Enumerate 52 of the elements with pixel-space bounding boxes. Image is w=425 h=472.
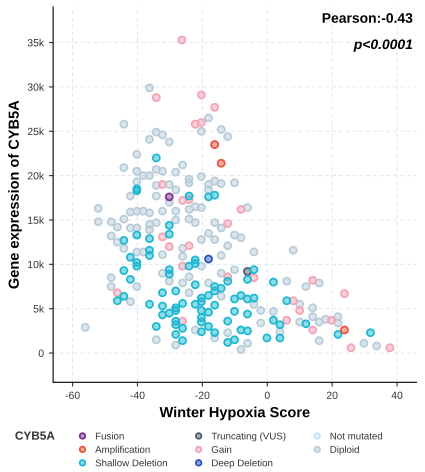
x-tick-label: -40	[130, 392, 145, 399]
y-tick-label: 10k	[28, 260, 44, 268]
legend-label: Diploid	[330, 446, 359, 455]
point	[164, 242, 174, 252]
point	[152, 93, 161, 102]
point	[308, 326, 318, 334]
y-tick-label: 35k	[28, 38, 44, 46]
legend-label: Shallow Deletion	[96, 459, 167, 466]
point	[340, 289, 349, 298]
point	[204, 254, 213, 264]
point	[210, 140, 220, 150]
point	[164, 192, 174, 202]
point	[346, 343, 356, 352]
y-tick-label: 5k	[34, 304, 44, 313]
point	[177, 35, 186, 44]
legend-label: Amplification	[95, 446, 150, 455]
point	[158, 180, 167, 189]
point	[158, 232, 167, 242]
x-tick-label: 0	[264, 392, 270, 399]
point	[196, 90, 206, 100]
y-tick-label: 15k	[28, 216, 44, 224]
point	[385, 343, 394, 352]
point	[210, 102, 220, 112]
y-tick-label: 25k	[28, 128, 44, 136]
point	[308, 276, 318, 285]
point	[282, 316, 292, 325]
x-tick-label: 20	[326, 392, 338, 399]
y-tick-label: 20k	[28, 172, 44, 180]
annotation: p<0.0001	[353, 39, 412, 52]
legend-title: CYB5A	[15, 431, 55, 440]
legend-label: Gain	[212, 446, 232, 453]
point	[223, 219, 232, 228]
x-tick-label: -20	[195, 392, 210, 399]
point	[216, 158, 226, 168]
point	[112, 288, 122, 298]
point	[295, 306, 304, 315]
y-tick-label: 0	[38, 350, 44, 357]
y-tick-label: 30k	[28, 83, 44, 91]
x-tick-label: -60	[66, 392, 80, 399]
annotation: Pearson:-0.43	[322, 13, 412, 23]
legend-label: Deep Deletion	[212, 459, 272, 468]
x-tick-label: 40	[391, 392, 402, 399]
legend-label: Fusion	[96, 432, 124, 440]
y-axis-title: Gene expression of CYB5A	[8, 100, 22, 289]
legend-label: Not mutated	[330, 432, 382, 440]
point	[327, 316, 336, 325]
legend-label: Truncating (VUS)	[212, 432, 286, 442]
x-axis-title: Winter Hypoxia Score	[160, 406, 310, 420]
point	[184, 241, 194, 250]
point	[340, 326, 349, 334]
point	[196, 118, 206, 127]
point	[236, 204, 246, 214]
